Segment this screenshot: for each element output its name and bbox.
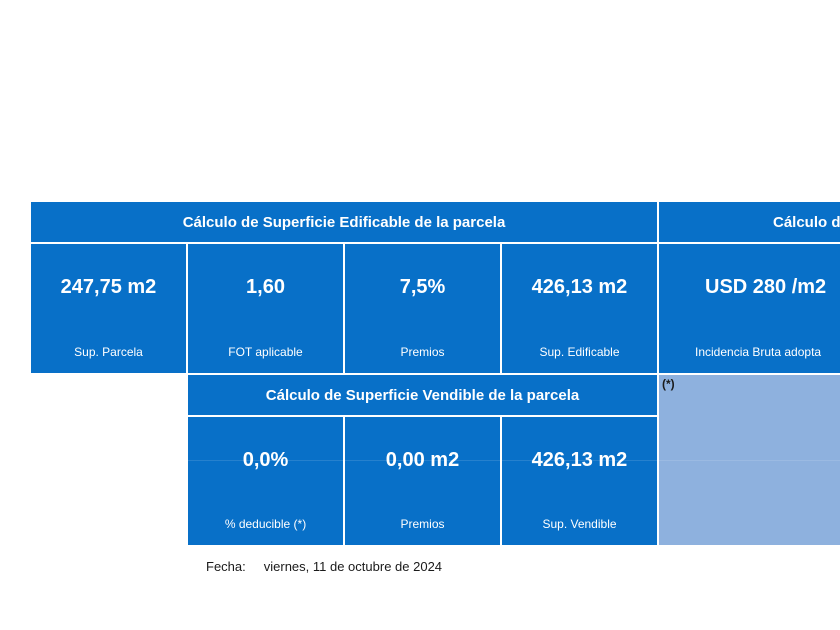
- premios-value: 7,5%: [345, 244, 500, 330]
- fecha-line: Fecha: viernes, 11 de octubre de 2024: [206, 559, 442, 574]
- premios-vendible-label: Premios: [345, 503, 500, 545]
- note-marker: (*): [662, 377, 675, 391]
- deducible-value: 0,0%: [188, 417, 343, 503]
- fot-aplicable-label: FOT aplicable: [188, 330, 343, 373]
- incidencia-label: Incidencia Bruta adopta: [659, 330, 840, 373]
- fecha-label: Fecha:: [206, 559, 246, 574]
- edificable-header: Cálculo de Superficie Edificable de la p…: [31, 202, 657, 242]
- gridline: [188, 460, 840, 461]
- sup-parcela-value: 247,75 m2: [31, 244, 186, 330]
- sup-vendible-value: 426,13 m2: [502, 417, 657, 503]
- light-blue-block: [659, 375, 840, 545]
- sup-vendible-label: Sup. Vendible: [502, 503, 657, 545]
- fot-aplicable-value: 1,60: [188, 244, 343, 330]
- sup-parcela-label: Sup. Parcela: [31, 330, 186, 373]
- vendible-header: Cálculo de Superficie Vendible de la par…: [188, 375, 657, 415]
- incidencia-value: USD 280 /m2: [659, 244, 840, 330]
- deducible-label: % deducible (*): [188, 503, 343, 545]
- fecha-value: viernes, 11 de octubre de 2024: [263, 559, 443, 574]
- incidencia-header: Cálculo d: [659, 202, 840, 242]
- sup-edificable-label: Sup. Edificable: [502, 330, 657, 373]
- premios-label: Premios: [345, 330, 500, 373]
- premios-vendible-value: 0,00 m2: [345, 417, 500, 503]
- sup-edificable-value: 426,13 m2: [502, 244, 657, 330]
